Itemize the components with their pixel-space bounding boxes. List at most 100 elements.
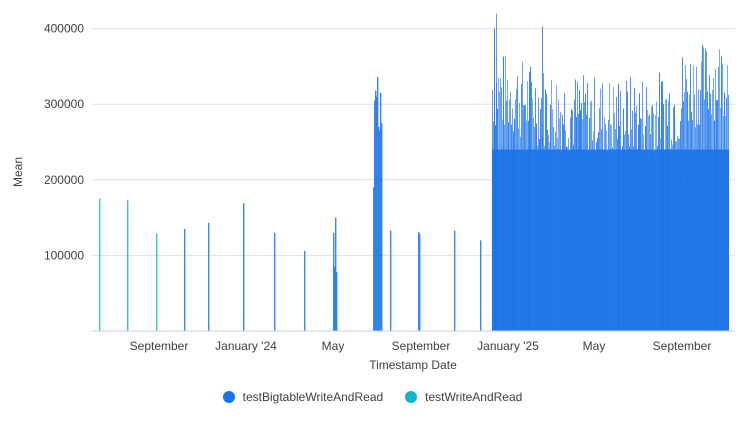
bar bbox=[533, 117, 534, 332]
bar bbox=[630, 77, 631, 331]
bar bbox=[694, 94, 695, 331]
bar bbox=[507, 80, 508, 331]
bar bbox=[654, 153, 655, 331]
bar bbox=[525, 104, 526, 331]
bar bbox=[335, 217, 337, 331]
bar bbox=[592, 140, 593, 331]
bar bbox=[549, 142, 550, 331]
bar bbox=[380, 92, 382, 331]
bar bbox=[510, 91, 511, 331]
bar bbox=[598, 132, 599, 331]
bar bbox=[644, 150, 645, 331]
bar bbox=[687, 91, 688, 331]
bar bbox=[563, 124, 564, 331]
bar bbox=[721, 56, 722, 331]
legend: testBigtableWriteAndRead testWriteAndRea… bbox=[0, 390, 745, 404]
x-axis-title: Timestamp Date bbox=[369, 358, 457, 372]
bar bbox=[656, 101, 657, 331]
bar bbox=[564, 93, 565, 331]
bar bbox=[610, 124, 611, 332]
bar bbox=[681, 108, 682, 331]
bar bbox=[373, 187, 375, 331]
bars bbox=[99, 13, 729, 332]
bar bbox=[526, 120, 527, 332]
bar bbox=[579, 90, 580, 331]
bar bbox=[156, 233, 158, 331]
bar bbox=[629, 146, 630, 331]
bar bbox=[684, 92, 685, 332]
bar bbox=[616, 96, 617, 331]
bar bbox=[660, 138, 661, 331]
bar bbox=[547, 129, 548, 331]
bar bbox=[651, 106, 652, 331]
x-tick-label: January '25 bbox=[477, 339, 539, 353]
bar bbox=[602, 83, 603, 331]
bar bbox=[618, 83, 619, 331]
bar bbox=[719, 49, 720, 332]
bar bbox=[722, 63, 723, 331]
bar bbox=[518, 128, 519, 331]
bar bbox=[524, 105, 525, 331]
bar bbox=[496, 13, 497, 331]
bar bbox=[517, 76, 518, 331]
bar bbox=[540, 108, 541, 331]
bar bbox=[379, 130, 381, 331]
bar bbox=[622, 146, 623, 331]
bar bbox=[715, 68, 716, 332]
legend-item-testwriteandread[interactable]: testWriteAndRead bbox=[405, 390, 522, 404]
bar bbox=[588, 152, 589, 331]
bar bbox=[686, 79, 687, 331]
bar bbox=[550, 104, 551, 331]
bar bbox=[567, 146, 568, 331]
bar bbox=[494, 28, 495, 331]
bar bbox=[650, 134, 651, 331]
bar bbox=[705, 48, 706, 332]
bar bbox=[511, 124, 512, 331]
bar bbox=[537, 145, 538, 331]
bar bbox=[599, 107, 600, 331]
x-tick-label: January '24 bbox=[215, 339, 277, 353]
bar bbox=[516, 89, 517, 331]
bar bbox=[659, 72, 660, 331]
bar bbox=[530, 66, 531, 331]
bar bbox=[717, 99, 718, 331]
bar bbox=[532, 98, 533, 331]
bar bbox=[683, 101, 684, 331]
bar bbox=[571, 109, 572, 331]
bar bbox=[634, 87, 635, 332]
bar bbox=[685, 65, 686, 332]
bar bbox=[543, 73, 544, 332]
bar bbox=[608, 119, 609, 331]
bar bbox=[509, 99, 510, 331]
bar bbox=[607, 152, 608, 331]
bar bbox=[639, 93, 640, 331]
bar bbox=[375, 90, 377, 331]
bar bbox=[548, 135, 549, 331]
bar bbox=[664, 149, 665, 331]
bar bbox=[728, 94, 729, 332]
bar bbox=[575, 79, 576, 332]
bar bbox=[688, 120, 689, 331]
bar bbox=[585, 93, 586, 332]
bar bbox=[657, 145, 658, 331]
legend-label: testBigtableWriteAndRead bbox=[242, 390, 384, 404]
bar bbox=[712, 90, 713, 331]
bar bbox=[495, 125, 496, 331]
bar bbox=[558, 99, 559, 331]
bar bbox=[638, 124, 639, 332]
bar bbox=[569, 151, 570, 331]
bar bbox=[514, 118, 515, 332]
bar bbox=[591, 100, 592, 332]
bar bbox=[671, 139, 672, 331]
bar bbox=[583, 75, 584, 331]
legend-item-testbigtablewriteandread[interactable]: testBigtableWriteAndRead bbox=[222, 390, 384, 404]
bar bbox=[505, 55, 506, 332]
bar bbox=[676, 141, 677, 331]
bar bbox=[632, 110, 633, 331]
bar bbox=[551, 79, 552, 332]
y-tick-label: 200000 bbox=[44, 173, 84, 187]
bar bbox=[519, 102, 520, 332]
bar bbox=[528, 120, 529, 331]
bar bbox=[597, 138, 598, 331]
bar bbox=[274, 232, 276, 331]
